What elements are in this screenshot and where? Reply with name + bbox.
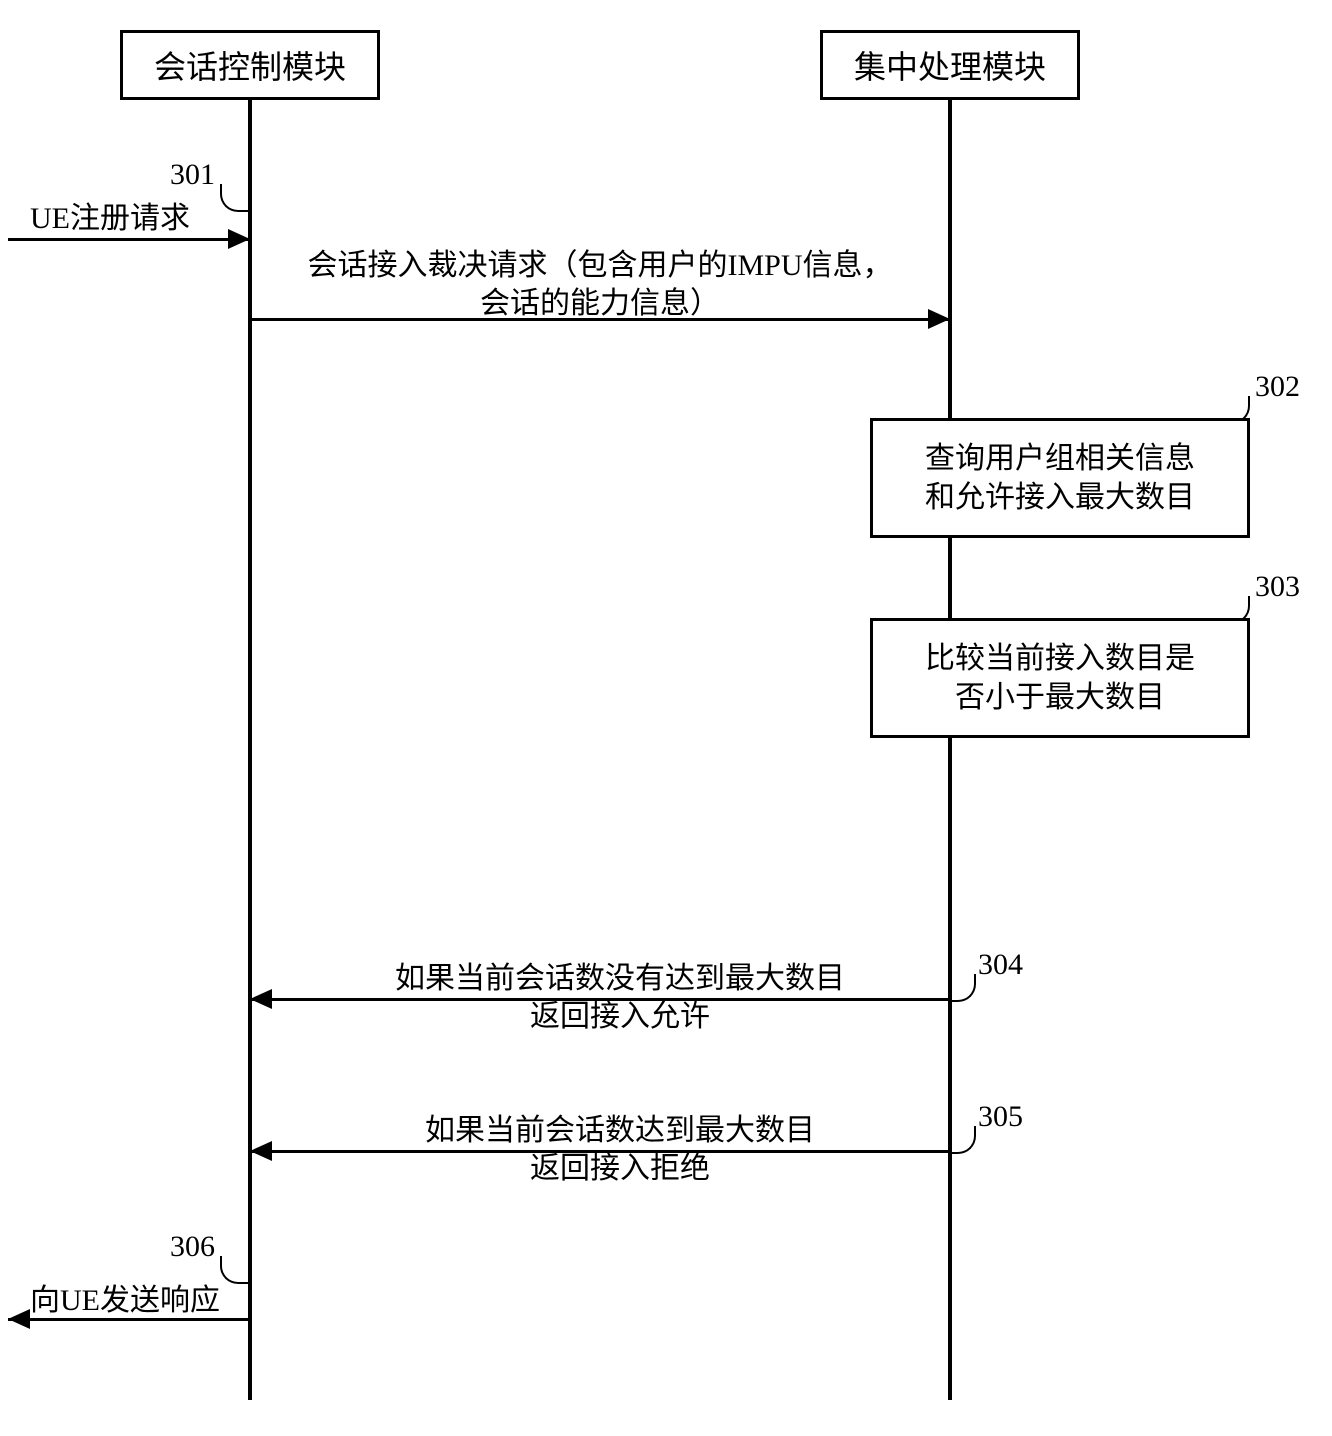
step-number-303: 303 — [1255, 570, 1300, 604]
arrow-head-icon — [250, 1141, 272, 1161]
step-number-302: 302 — [1255, 370, 1300, 404]
process-query-user-group: 查询用户组相关信息和允许接入最大数目 — [870, 418, 1250, 538]
arrow-line — [250, 318, 950, 321]
sequence-diagram: 会话控制模块 集中处理模块 301 UE注册请求 会话接入裁决请求（包含用户的I… — [0, 0, 1332, 1436]
arrow-head-icon — [250, 989, 272, 1009]
step-number-304: 304 — [978, 948, 1023, 982]
arrow-line — [8, 238, 250, 241]
step-tick-icon — [948, 974, 976, 1002]
step-tick-icon — [220, 184, 248, 212]
msg-ue-register: UE注册请求 — [30, 200, 190, 238]
arrow-line — [250, 1150, 950, 1153]
msg-send-response-to-ue: 向UE发送响应 — [30, 1282, 220, 1320]
arrow-head-icon — [228, 229, 250, 249]
participant-central-processing: 集中处理模块 — [820, 30, 1080, 100]
arrow-head-icon — [928, 309, 950, 329]
step-number-306: 306 — [170, 1230, 215, 1264]
msg-access-decision-request: 会话接入裁决请求（包含用户的IMPU信息， 会话的能力信息） — [290, 247, 910, 322]
participant-label: 集中处理模块 — [854, 42, 1046, 88]
lifeline-left — [248, 100, 252, 1400]
step-tick-icon — [220, 1256, 248, 1284]
arrow-head-icon — [8, 1309, 30, 1329]
process-compare-count: 比较当前接入数目是否小于最大数目 — [870, 618, 1250, 738]
lifeline-right — [948, 100, 952, 1400]
arrow-line — [8, 1318, 250, 1321]
participant-label: 会话控制模块 — [154, 42, 346, 88]
step-number-305: 305 — [978, 1100, 1023, 1134]
participant-session-control: 会话控制模块 — [120, 30, 380, 100]
arrow-line — [250, 998, 950, 1001]
step-tick-icon — [948, 1126, 976, 1154]
step-number-301: 301 — [170, 158, 215, 192]
